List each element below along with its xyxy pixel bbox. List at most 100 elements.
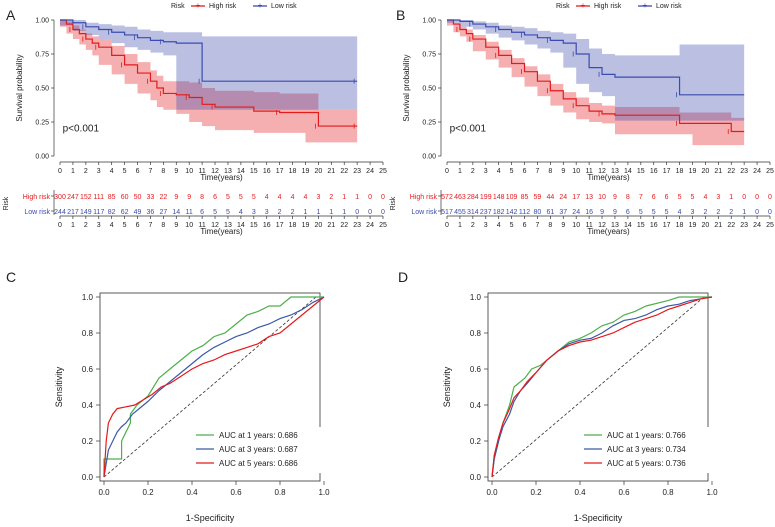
- risk-count-b-1-18: 4: [678, 209, 682, 216]
- risk-count-b-1-22: 2: [729, 209, 733, 216]
- km-curve-a-0: [60, 19, 358, 127]
- risk-count-a-1-23: 0: [355, 209, 359, 216]
- y-tick-label-b-1: 0.25: [422, 120, 436, 127]
- risk-count-b-0-17: 6: [665, 194, 669, 201]
- risk-count-b-0-20: 4: [703, 194, 707, 201]
- risk-count-b-1-6: 112: [519, 209, 530, 216]
- x-tick-label-b-7: 7: [535, 168, 539, 175]
- y-tick-label-b-4: 1.00: [422, 18, 436, 25]
- risk-count-a-1-5: 62: [121, 209, 129, 216]
- risk-count-a-1-16: 3: [265, 209, 269, 216]
- x-tick-label-d-5: 1.0: [706, 488, 718, 497]
- y-axis-label-c: Sensitivity: [54, 366, 64, 407]
- risk-count-a-0-6: 50: [134, 194, 142, 201]
- risk-table-xtick-label-b-14: 14: [624, 222, 632, 229]
- risk-count-b-0-3: 199: [480, 194, 492, 201]
- y-tick-label-d-0: 0.0: [470, 473, 482, 482]
- risk-count-b-1-13: 9: [613, 209, 617, 216]
- x-axis-label-a: Time(years): [200, 173, 243, 182]
- risk-count-a-0-0: 300: [54, 194, 66, 201]
- risk-count-b-0-11: 13: [585, 194, 593, 201]
- risk-table-xtick-label-b-10: 10: [572, 222, 580, 229]
- x-tick-label-b-16: 16: [650, 168, 658, 175]
- risk-count-a-0-2: 152: [80, 194, 92, 201]
- risk-count-a-1-9: 14: [172, 209, 180, 216]
- risk-count-a-1-4: 82: [108, 209, 116, 216]
- risk-count-a-1-6: 49: [134, 209, 142, 216]
- y-tick-label-a-3: 0.75: [35, 52, 49, 59]
- x-tick-label-b-21: 21: [714, 168, 722, 175]
- risk-table-xlabel-b: Time(years): [587, 227, 630, 236]
- risk-count-b-1-3: 237: [480, 209, 492, 216]
- risk-table-xtick-label-b-1: 1: [458, 222, 462, 229]
- risk-table-xtick-label-b-22: 22: [727, 222, 735, 229]
- risk-table-xtick-label-b-20: 20: [702, 222, 710, 229]
- risk-count-a-0-12: 6: [213, 194, 217, 201]
- risk-count-b-1-24: 0: [755, 209, 759, 216]
- risk-table-xtick-label-a-24: 24: [366, 222, 374, 229]
- x-tick-label-a-9: 9: [174, 168, 178, 175]
- risk-count-a-1-20: 1: [316, 209, 320, 216]
- risk-count-a-1-24: 0: [368, 209, 372, 216]
- roc-curve-d-2: [491, 296, 713, 478]
- x-axis-label-d: 1-Specificity: [574, 513, 623, 523]
- x-tick-label-a-13: 13: [224, 168, 232, 175]
- y-tick-label-a-0: 0.00: [35, 154, 49, 161]
- risk-count-b-0-5: 109: [506, 194, 518, 201]
- x-tick-label-b-4: 4: [497, 168, 501, 175]
- risk-table-xtick-label-a-15: 15: [250, 222, 258, 229]
- risk-count-b-0-19: 5: [691, 194, 695, 201]
- x-tick-label-b-9: 9: [561, 168, 565, 175]
- plot-frame-c: [99, 292, 321, 482]
- risk-count-b-1-0: 517: [441, 209, 453, 216]
- risk-count-a-0-15: 5: [252, 194, 256, 201]
- x-tick-label-a-0: 0: [58, 168, 62, 175]
- risk-count-a-1-18: 2: [291, 209, 295, 216]
- risk-count-a-1-22: 1: [342, 209, 346, 216]
- risk-count-b-1-12: 9: [600, 209, 604, 216]
- risk-count-a-1-12: 5: [213, 209, 217, 216]
- risk-table-xtick-label-a-13: 13: [224, 222, 232, 229]
- y-tick-label-c-4: 0.8: [82, 329, 94, 338]
- y-tick-label-d-5: 1.0: [470, 293, 482, 302]
- risk-count-a-0-5: 60: [121, 194, 129, 201]
- risk-count-a-0-18: 4: [291, 194, 295, 201]
- risk-count-a-0-1: 247: [67, 194, 79, 201]
- x-tick-label-d-2: 0.4: [574, 488, 586, 497]
- risk-count-b-1-17: 5: [665, 209, 669, 216]
- y-tick-label-a-2: 0.50: [35, 86, 49, 93]
- risk-count-b-0-23: 0: [742, 194, 746, 201]
- risk-count-b-1-10: 24: [572, 209, 580, 216]
- risk-count-b-1-23: 1: [742, 209, 746, 216]
- legend-label-c-2: AUC at 5 years: 0.686: [219, 459, 298, 468]
- risk-row-label-b-0: High risk: [410, 194, 438, 201]
- diagonal-reference-d: [491, 296, 705, 478]
- risk-count-b-0-12: 10: [598, 194, 606, 201]
- x-tick-label-b-14: 14: [624, 168, 632, 175]
- risk-table-xtick-label-a-4: 4: [110, 222, 114, 229]
- risk-count-b-1-15: 5: [639, 209, 643, 216]
- diagonal-reference-c: [103, 296, 317, 478]
- y-tick-label-b-2: 0.50: [422, 86, 436, 93]
- ci-band-b-1: [447, 20, 745, 121]
- risk-count-a-1-25: 0: [381, 209, 385, 216]
- risk-count-a-1-3: 117: [93, 209, 104, 216]
- risk-table-xtick-label-b-17: 17: [663, 222, 671, 229]
- x-axis-label-c: 1-Specificity: [186, 513, 235, 523]
- risk-count-a-1-2: 149: [80, 209, 92, 216]
- ci-band-a-0: [60, 20, 358, 143]
- x-tick-label-b-25: 25: [766, 168, 774, 175]
- y-tick-label-d-2: 0.4: [470, 401, 482, 410]
- risk-table-xtick-label-b-0: 0: [445, 222, 449, 229]
- risk-count-b-1-11: 16: [585, 209, 593, 216]
- risk-table-xtick-label-b-4: 4: [497, 222, 501, 229]
- x-tick-label-b-10: 10: [572, 168, 580, 175]
- risk-count-a-1-15: 3: [252, 209, 256, 216]
- risk-count-a-1-1: 217: [67, 209, 79, 216]
- risk-count-a-1-10: 11: [186, 209, 193, 216]
- risk-count-a-0-21: 2: [329, 194, 333, 201]
- risk-count-b-0-1: 463: [454, 194, 466, 201]
- risk-table-xlabel-a: Time(years): [200, 227, 243, 236]
- risk-count-a-1-13: 5: [226, 209, 230, 216]
- x-tick-label-b-13: 13: [611, 168, 619, 175]
